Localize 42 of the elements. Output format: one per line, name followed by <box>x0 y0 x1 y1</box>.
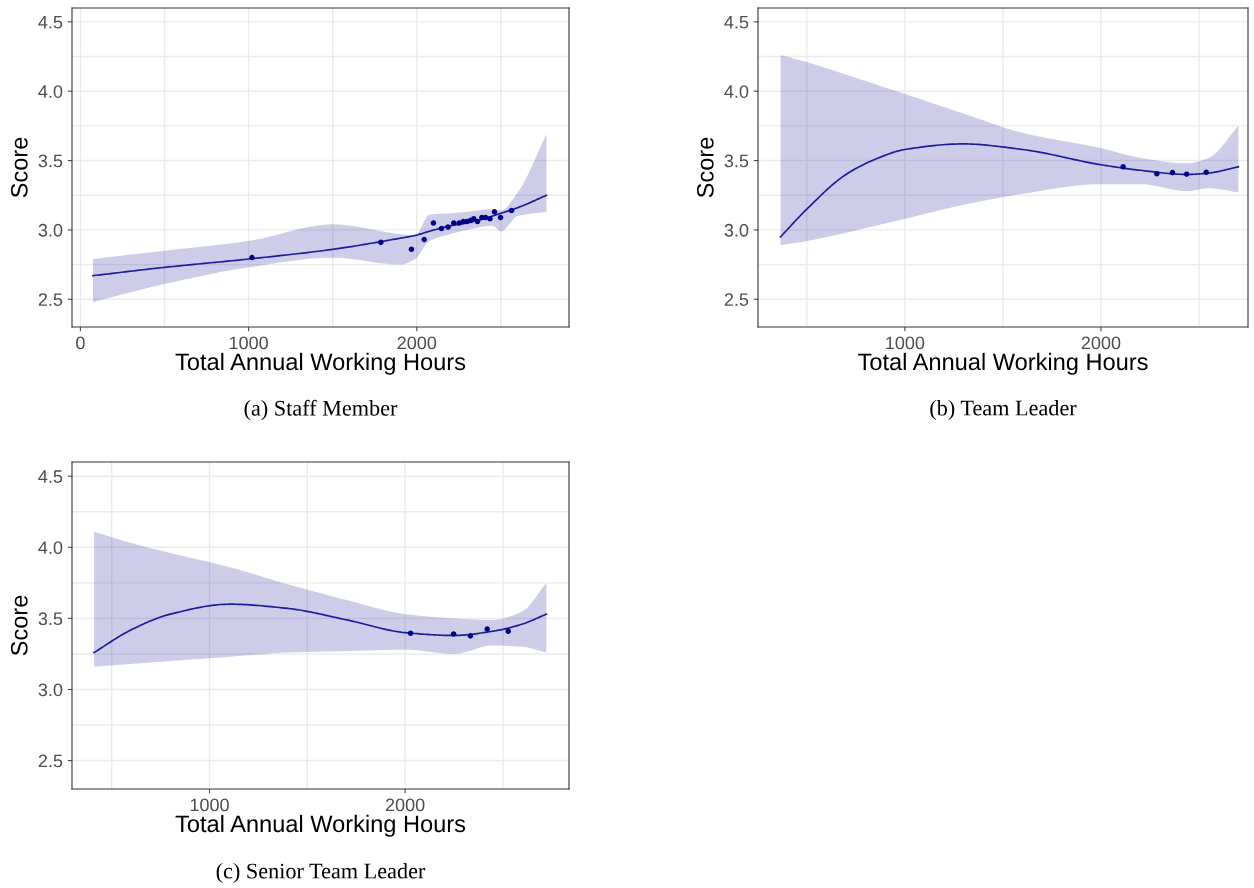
x-tick-label: 2000 <box>397 336 437 350</box>
y-tick-label: 2.5 <box>38 754 63 768</box>
y-axis-title: Score <box>10 595 28 656</box>
y-tick-label: 4.5 <box>724 15 749 29</box>
x-axis-title: Total Annual Working Hours <box>175 814 466 837</box>
x-tick-label: 1000 <box>229 336 268 350</box>
point <box>430 220 437 226</box>
x-tick-label: 2000 <box>385 798 425 812</box>
text: (a) Staff Member <box>244 399 398 421</box>
point <box>487 216 493 222</box>
text: 4.0 <box>38 541 63 555</box>
point <box>421 236 427 243</box>
x-axis-title: Total Annual Working Hours <box>858 352 1148 375</box>
text: 3.0 <box>724 223 749 237</box>
x-axis-title: Total Annual Working Hours <box>175 352 466 375</box>
text: 3.0 <box>38 683 63 697</box>
y-tick-label: 3.5 <box>38 154 63 168</box>
point <box>445 224 451 230</box>
y-tick-label: 2.5 <box>724 293 749 306</box>
y-tick-label: 4.5 <box>38 15 63 29</box>
text: (c) Senior Team Leader <box>216 862 426 884</box>
text: 3.0 <box>38 223 63 237</box>
point <box>249 254 255 261</box>
y-axis-title: Score <box>696 137 714 198</box>
point <box>408 246 415 253</box>
x-tick-label: 1000 <box>190 798 229 812</box>
x-tick-label: 1000 <box>886 336 925 350</box>
x-tick-label: 0 <box>76 336 85 350</box>
point <box>378 239 384 246</box>
y-tick-label: 3.5 <box>38 612 63 626</box>
text: (b) Team Leader <box>930 399 1077 421</box>
point <box>497 214 504 221</box>
x-tick-label: 2000 <box>1081 336 1121 350</box>
y-tick-label: 2.5 <box>38 293 63 306</box>
point <box>474 218 481 225</box>
point <box>451 220 457 226</box>
text: 4.0 <box>724 85 749 98</box>
point <box>491 209 498 215</box>
y-tick-label: 3.5 <box>724 154 749 168</box>
text: 4.0 <box>38 85 63 98</box>
y-tick-label: 4.5 <box>38 470 63 483</box>
y-axis-title: Score <box>10 137 28 198</box>
